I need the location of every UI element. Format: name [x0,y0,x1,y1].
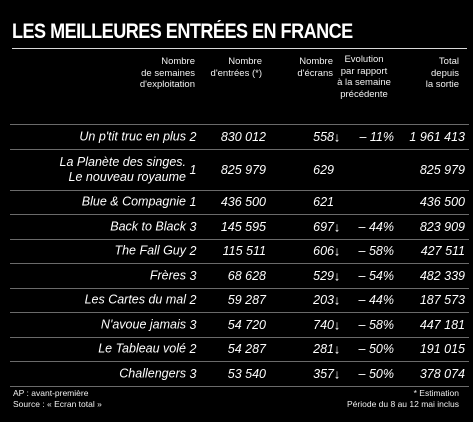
evolution-percent: – 58% [358,317,394,332]
entries-count: 54 287 [227,342,266,357]
table-row: Blue & Compagnie 1 436 500 621 436 500 [10,189,469,215]
entries-count: 54 720 [227,317,266,332]
footer-period: * Estimation Période du 8 au 12 mai incl… [347,388,459,409]
evolution-percent: – 44% [358,293,394,308]
total-entries: 436 500 [419,195,465,210]
movie-title: Les Cartes du mal [84,292,186,307]
entries-count: 436 500 [220,195,266,210]
movie-title: Frères [149,268,186,283]
table-row: Les Cartes du mal 2 59 287 203 ↓ – 44% 187 573 [10,287,469,313]
weeks-count: 3 [189,317,197,332]
weeks-count: 3 [189,219,197,234]
screens-count: 357 [313,366,334,381]
entries-count: 59 287 [227,293,266,308]
movie-title: N'avoue jamais [100,317,186,332]
weeks-count: 1 [189,195,197,210]
trend-down-icon: ↓ [333,366,341,382]
total-entries: 1 961 413 [409,129,465,144]
trend-down-icon: ↓ [333,317,341,333]
entries-count: 68 628 [227,268,266,283]
title-divider [12,48,467,49]
evolution-percent: – 44% [358,219,394,234]
evolution-percent: – 54% [358,268,394,283]
screens-count: 281 [313,342,334,357]
page-title: LES MEILLEURES ENTRÉES EN FRANCE [12,20,353,43]
total-entries: 482 339 [419,268,465,283]
trend-down-icon: ↓ [333,268,341,284]
total-entries: 378 074 [419,366,465,381]
entries-count: 825 979 [220,162,266,177]
total-entries: 823 909 [419,219,465,234]
table-row: The Fall Guy 2 115 511 606 ↓ – 58% 427 511 [10,238,469,264]
header-evolution: Evolution par rapport à la semaine précé… [337,54,391,100]
screens-count: 697 [313,219,334,234]
movie-title: Back to Black [110,219,186,234]
entries-count: 145 595 [220,219,266,234]
screens-count: 558 [313,129,334,144]
movie-title: Challengers [119,366,186,381]
trend-down-icon: ↓ [333,292,341,308]
evolution-percent: – 50% [358,342,394,357]
screens-count: 529 [313,268,334,283]
movie-title: Un p'tit truc en plus [79,129,186,144]
entries-count: 115 511 [222,244,266,259]
total-entries: 447 181 [419,317,465,332]
movie-title: Le Tableau volé [98,341,186,356]
table-row: Frères 3 68 628 529 ↓ – 54% 482 339 [10,263,469,288]
entries-count: 53 540 [227,366,266,381]
movie-title: The Fall Guy [114,243,186,258]
trend-down-icon: ↓ [333,129,341,145]
table-row: Back to Black 3 145 595 697 ↓ – 44% 823 909 [10,214,469,239]
header-entries: Nombre d'entrées (*) [210,56,262,79]
entries-count: 830 012 [220,129,266,144]
weeks-count: 2 [189,293,197,308]
weeks-count: 3 [189,268,197,283]
evolution-percent: – 58% [358,244,394,259]
screens-count: 621 [313,195,334,210]
weeks-count: 1 [189,162,197,177]
table-row: Challengers 3 53 540 357 ↓ – 50% 378 074 [10,361,469,387]
table-row: Un p'tit truc en plus 2 830 012 558 ↓ – 11% 1 … [10,124,469,149]
weeks-count: 2 [189,342,197,357]
weeks-count: 2 [189,129,197,144]
screens-count: 629 [313,162,334,177]
table-row: Le Tableau volé 2 54 287 281 ↓ – 50% 191 015 [10,336,469,362]
table-row: N'avoue jamais 3 54 720 740 ↓ – 58% 447 181 [10,312,469,337]
movie-title: La Planète des singes. Le nouveau royaum… [59,154,186,184]
total-entries: 427 511 [420,244,465,259]
header-screens: Nombre d'écrans [297,56,333,79]
header-total: Total depuis la sortie [425,56,459,90]
screens-count: 606 [313,244,334,259]
evolution-percent: – 50% [358,366,394,381]
footer-notes: AP : avant-première Source : « Ecran tot… [13,388,102,409]
total-entries: 191 015 [419,342,465,357]
trend-down-icon: ↓ [333,219,341,235]
evolution-percent: – 11% [359,129,394,144]
trend-down-icon: ↓ [333,243,341,259]
weeks-count: 3 [189,366,197,381]
header-weeks: Nombre de semaines d'exploitation [139,56,195,90]
weeks-count: 2 [189,244,197,259]
screens-count: 740 [313,317,334,332]
box-office-table: Un p'tit truc en plus 2 830 012 558 ↓ – 11% 1 … [10,124,469,387]
table-row: La Planète des singes. Le nouveau royaum… [10,148,469,190]
screens-count: 203 [313,293,334,308]
movie-title: Blue & Compagnie [81,194,186,209]
trend-down-icon: ↓ [333,341,341,357]
total-entries: 187 573 [419,293,465,308]
total-entries: 825 979 [419,162,465,177]
